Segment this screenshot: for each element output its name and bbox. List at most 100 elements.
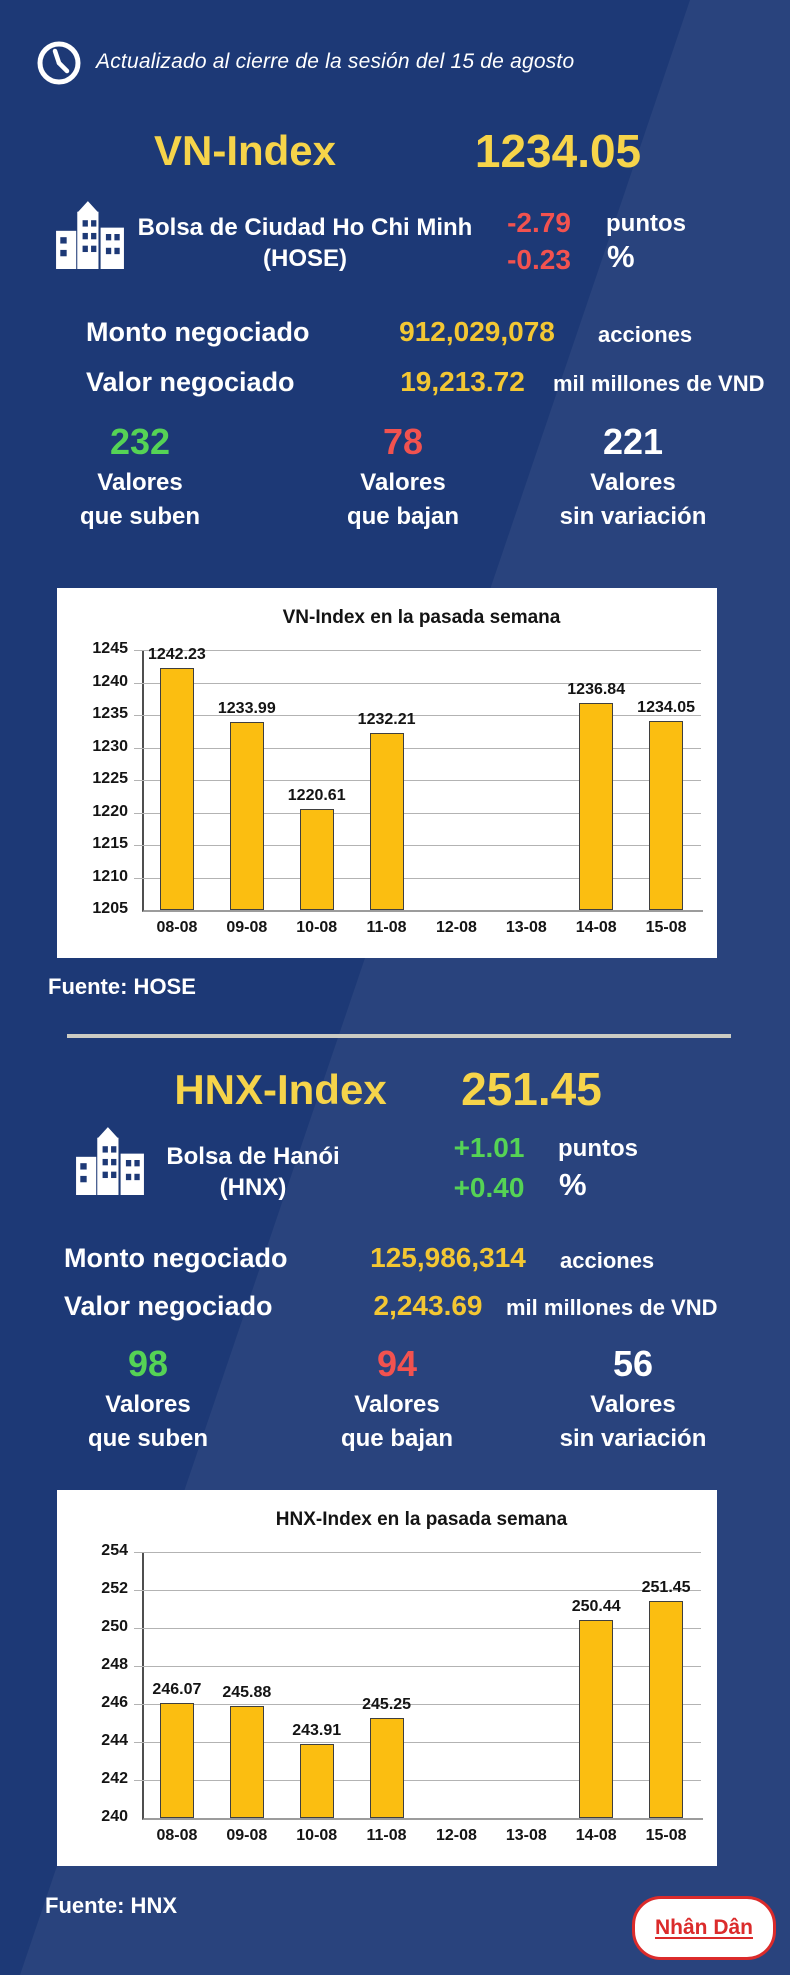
hnx-volume-unit: acciones bbox=[560, 1248, 655, 1273]
chart-y-tick-label: 1235 bbox=[92, 705, 128, 722]
hose-unchanged-line2: sin variación bbox=[559, 503, 707, 530]
hnx-decliners-line1: Valores bbox=[354, 1391, 440, 1418]
chart-x-tick-label: 10-08 bbox=[296, 1827, 338, 1844]
hnx-turnover-label: Valor negociado bbox=[64, 1291, 273, 1321]
chart-x-tick-label: 13-08 bbox=[505, 1827, 547, 1844]
chart-plot-area bbox=[142, 650, 703, 912]
chart-bar bbox=[159, 668, 194, 910]
clock-icon bbox=[37, 41, 81, 85]
chart-gridline bbox=[134, 715, 701, 716]
hose-points-unit: puntos bbox=[606, 210, 686, 237]
chart-y-tick-label: 252 bbox=[101, 1580, 128, 1597]
hose-change-points: -2.79 bbox=[507, 207, 571, 238]
hose-advancers-line1: Valores bbox=[97, 469, 183, 496]
chart-bar-value: 250.44 bbox=[571, 1597, 621, 1615]
chart-gridline bbox=[134, 682, 701, 684]
hnx-unchanged-count: 56 bbox=[612, 1343, 654, 1384]
hnxindex-chart-panel: HNX-Index en la pasada semana 240 242 244 24… bbox=[57, 1490, 717, 1866]
chart-y-tick-label: 1240 bbox=[92, 672, 128, 690]
hose-volume-unit: acciones bbox=[598, 322, 693, 347]
hnx-index-title: HNX-Index bbox=[174, 1066, 387, 1113]
chart-bar-value: 1242.23 bbox=[147, 646, 206, 663]
chart-bar bbox=[159, 1702, 194, 1818]
hose-advancers-count: 232 bbox=[109, 421, 171, 462]
chart-gridline bbox=[134, 1590, 701, 1591]
chart-bar-value: 1232.21 bbox=[357, 711, 416, 729]
hose-decliners-stat: 78 Valores que bajan bbox=[291, 422, 515, 534]
chart-gridline bbox=[134, 650, 701, 651]
chart-x-tick-label: 15-08 bbox=[645, 919, 687, 936]
hose-change-percent: -0.23 bbox=[507, 244, 571, 275]
hnx-exchange-name: Bolsa de Hanói (HNX) bbox=[143, 1141, 363, 1203]
chart-y-tick-label: 1210 bbox=[92, 867, 128, 885]
chart-gridline bbox=[134, 1552, 701, 1553]
chart-y-tick-label: 1230 bbox=[92, 737, 128, 755]
chart-bar-value: 251.45 bbox=[641, 1578, 691, 1596]
chart-bar bbox=[579, 703, 614, 910]
chart-x-tick-label: 11-08 bbox=[366, 919, 407, 936]
hnx-points-unit: puntos bbox=[558, 1135, 638, 1162]
hose-unchanged-stat: 221 Valores sin variación bbox=[521, 422, 745, 534]
hnx-percent-unit: % bbox=[559, 1167, 587, 1202]
vnindex-chart-panel: VN-Index en la pasada semana 1205 1210 1215… bbox=[57, 588, 717, 958]
nhan-dan-logo-text: Nhân Dân bbox=[654, 1916, 753, 1939]
chart-x-tick-label: 09-08 bbox=[226, 919, 268, 936]
chart-bar bbox=[649, 1600, 684, 1818]
chart-y-tick-label: 248 bbox=[101, 1656, 128, 1673]
chart-x-tick-label: 15-08 bbox=[645, 1827, 687, 1844]
buildings-icon bbox=[76, 1127, 144, 1195]
hose-exchange-line1: Bolsa de Ciudad Ho Chi Minh bbox=[137, 214, 473, 241]
hose-volume-label: Monto negociado bbox=[86, 317, 310, 347]
chart-bar bbox=[649, 721, 684, 910]
chart-y-tick-label: 246 bbox=[101, 1694, 128, 1711]
hnx-change-percent: +0.40 bbox=[453, 1172, 525, 1203]
hnx-turnover-unit: mil millones de VND bbox=[506, 1295, 718, 1320]
chart-y-tick-label: 1225 bbox=[92, 770, 128, 787]
chart-y-tick-label: 1220 bbox=[92, 802, 128, 820]
chart-bar bbox=[299, 808, 334, 910]
hose-decliners-line1: Valores bbox=[360, 469, 446, 496]
updated-text: Actualizado al cierre de la sesión del 1… bbox=[96, 50, 575, 73]
chart-y-tick-label: 1215 bbox=[92, 835, 128, 852]
chart-gridline bbox=[134, 877, 701, 879]
chart-bar-value: 1220.61 bbox=[287, 786, 346, 804]
chart-x-tick-label: 09-08 bbox=[226, 1827, 268, 1844]
chart-y-tick-label: 240 bbox=[101, 1808, 128, 1825]
chart-y-tick-label: 254 bbox=[101, 1542, 128, 1559]
chart-y-tick-label: 244 bbox=[101, 1732, 128, 1749]
chart-bar bbox=[299, 1743, 334, 1818]
hose-unchanged-count: 221 bbox=[602, 421, 664, 462]
chart-bar-value: 1236.84 bbox=[567, 681, 626, 698]
chart-bar bbox=[229, 1706, 264, 1818]
chart-y-tick-label: 1205 bbox=[92, 900, 128, 917]
chart-gridline bbox=[134, 812, 701, 814]
chart-x-tick-label: 14-08 bbox=[575, 1827, 617, 1844]
chart-bar bbox=[229, 721, 264, 910]
hnx-unchanged-line1: Valores bbox=[590, 1391, 676, 1418]
hose-turnover-unit: mil millones de VND bbox=[553, 371, 765, 396]
chart-y-tick-label: 1245 bbox=[92, 640, 128, 657]
hose-decliners-label: Valores que bajan bbox=[291, 466, 515, 534]
hose-exchange-line2: (HOSE) bbox=[263, 245, 347, 272]
hose-decliners-line2: que bajan bbox=[346, 503, 460, 530]
nhan-dan-logo: Nhân Dân bbox=[632, 1896, 776, 1960]
hnx-advancers-stat: 98 Valores que suben bbox=[36, 1344, 260, 1456]
chart-x-tick-label: 12-08 bbox=[435, 1827, 477, 1844]
chart-bar-value: 246.07 bbox=[152, 1680, 202, 1698]
hnx-advancers-line1: Valores bbox=[105, 1391, 191, 1418]
chart-x-tick-label: 10-08 bbox=[296, 919, 338, 936]
hnx-decliners-line2: que bajan bbox=[340, 1425, 454, 1452]
hnx-unchanged-label: Valores sin variación bbox=[521, 1388, 745, 1456]
chart-bar-value: 1234.05 bbox=[637, 699, 696, 717]
chart-x-tick-label: 08-08 bbox=[156, 1827, 198, 1844]
chart-x-tick-label: 12-08 bbox=[435, 919, 477, 936]
hose-source: Fuente: HOSE bbox=[48, 974, 196, 999]
hose-advancers-line2: que suben bbox=[79, 503, 200, 530]
chart-x-tick-label: 13-08 bbox=[505, 919, 547, 936]
hose-unchanged-line1: Valores bbox=[590, 469, 676, 496]
hose-decliners-count: 78 bbox=[382, 421, 424, 462]
hose-advancers-label: Valores que suben bbox=[28, 466, 252, 534]
chart-gridline bbox=[134, 780, 701, 781]
chart-bar-value: 1233.99 bbox=[217, 699, 276, 717]
chart-gridline bbox=[134, 1742, 701, 1743]
